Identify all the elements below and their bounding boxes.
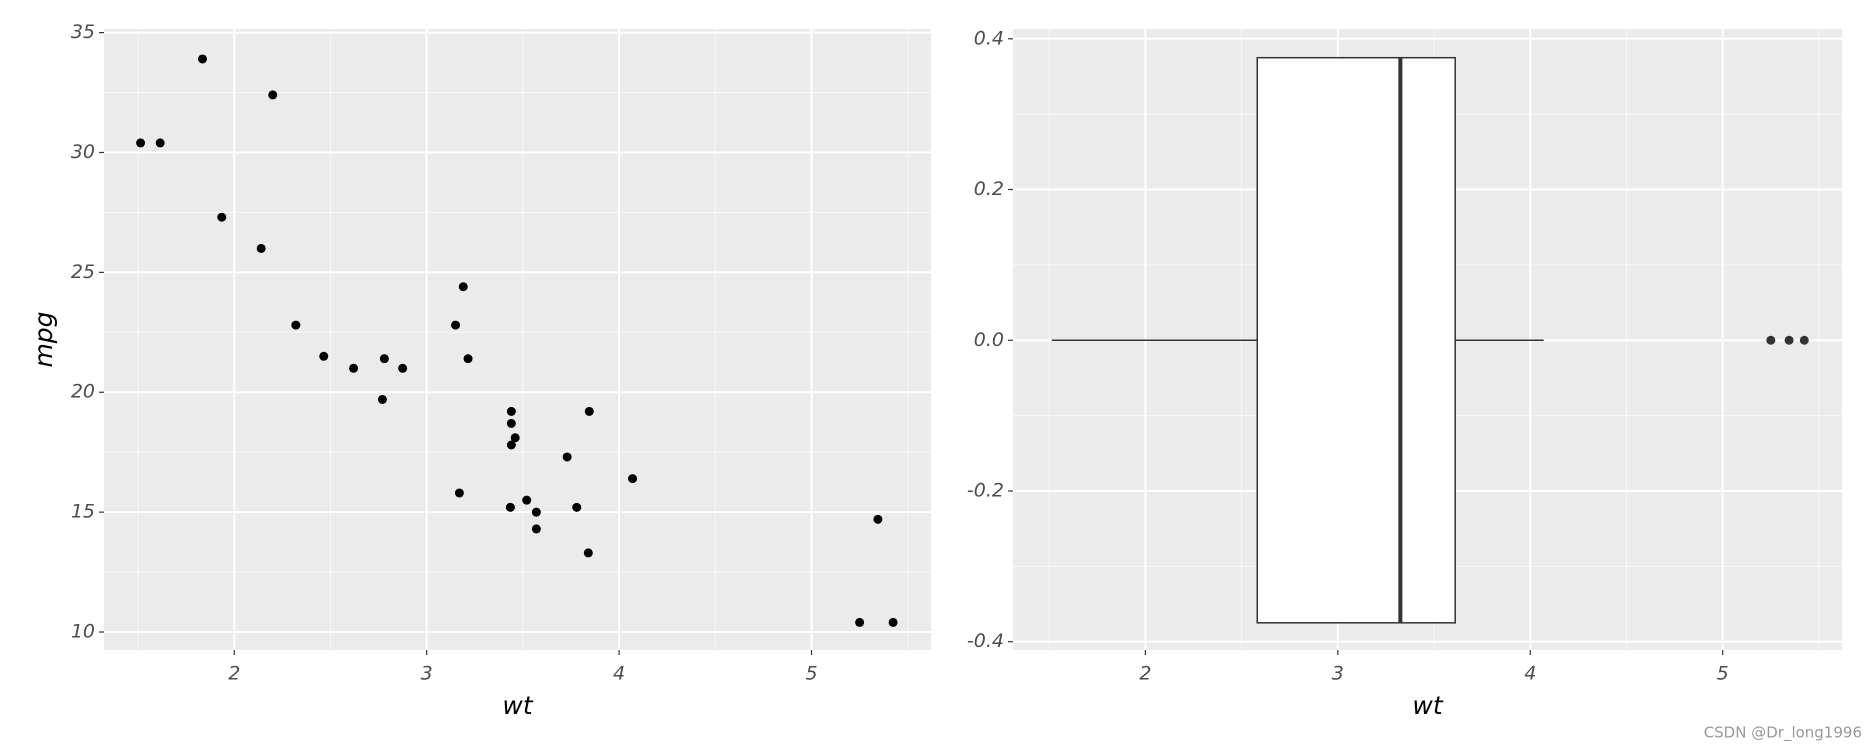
x-tick-label: 4 bbox=[613, 663, 625, 685]
point bbox=[155, 138, 165, 148]
x-axis-title: wt bbox=[502, 691, 533, 720]
point bbox=[463, 354, 473, 364]
point bbox=[572, 502, 582, 512]
x-tick-label: 5 bbox=[805, 663, 817, 685]
box bbox=[1256, 56, 1456, 624]
y-tick-label: 20 bbox=[71, 381, 95, 403]
y-tick-label: -0.4 bbox=[967, 630, 1004, 652]
x-tick-label: 3 bbox=[1332, 663, 1344, 685]
point bbox=[256, 243, 266, 253]
y-tick-label: 0.2 bbox=[974, 178, 1004, 200]
point bbox=[506, 406, 516, 416]
point bbox=[458, 282, 468, 292]
point bbox=[319, 351, 329, 361]
point bbox=[855, 617, 865, 627]
x-tick-label: 2 bbox=[228, 663, 240, 685]
y-tick-label: -0.2 bbox=[967, 479, 1004, 501]
point bbox=[531, 524, 541, 534]
point bbox=[562, 452, 572, 462]
point bbox=[379, 354, 389, 364]
y-tick-label: 30 bbox=[71, 141, 95, 163]
outlier bbox=[1784, 335, 1794, 345]
y-tick-label: 25 bbox=[71, 261, 95, 283]
point bbox=[628, 474, 638, 484]
point bbox=[584, 406, 594, 416]
x-tick-label: 4 bbox=[1524, 663, 1536, 685]
point bbox=[510, 433, 520, 443]
point bbox=[291, 320, 301, 330]
plot-panel bbox=[104, 29, 931, 650]
point bbox=[505, 502, 515, 512]
x-axis-title: wt bbox=[1412, 691, 1443, 720]
point bbox=[451, 320, 461, 330]
x-tick-label: 3 bbox=[421, 663, 433, 685]
point bbox=[198, 54, 208, 64]
point bbox=[506, 440, 516, 450]
y-axis-title: mpg bbox=[29, 311, 58, 367]
outlier bbox=[1799, 335, 1809, 345]
y-tick-label: 10 bbox=[71, 621, 95, 643]
y-tick-label: 35 bbox=[71, 21, 95, 43]
point bbox=[136, 138, 146, 148]
point bbox=[531, 507, 541, 517]
point bbox=[506, 418, 516, 428]
point bbox=[349, 363, 359, 373]
outlier bbox=[1766, 335, 1776, 345]
watermark: CSDN @Dr_long1996 bbox=[1704, 724, 1862, 743]
point bbox=[268, 90, 278, 100]
point bbox=[888, 617, 898, 627]
point bbox=[873, 514, 883, 524]
point bbox=[583, 548, 593, 558]
point bbox=[454, 488, 464, 498]
point bbox=[522, 495, 532, 505]
x-tick-label: 5 bbox=[1717, 663, 1729, 685]
y-tick-label: 15 bbox=[71, 501, 95, 523]
x-tick-label: 2 bbox=[1139, 663, 1151, 685]
point bbox=[398, 363, 408, 373]
y-tick-label: 0.4 bbox=[974, 27, 1004, 49]
point bbox=[217, 212, 227, 222]
point bbox=[377, 394, 387, 404]
y-tick-label: 0.0 bbox=[974, 329, 1004, 351]
